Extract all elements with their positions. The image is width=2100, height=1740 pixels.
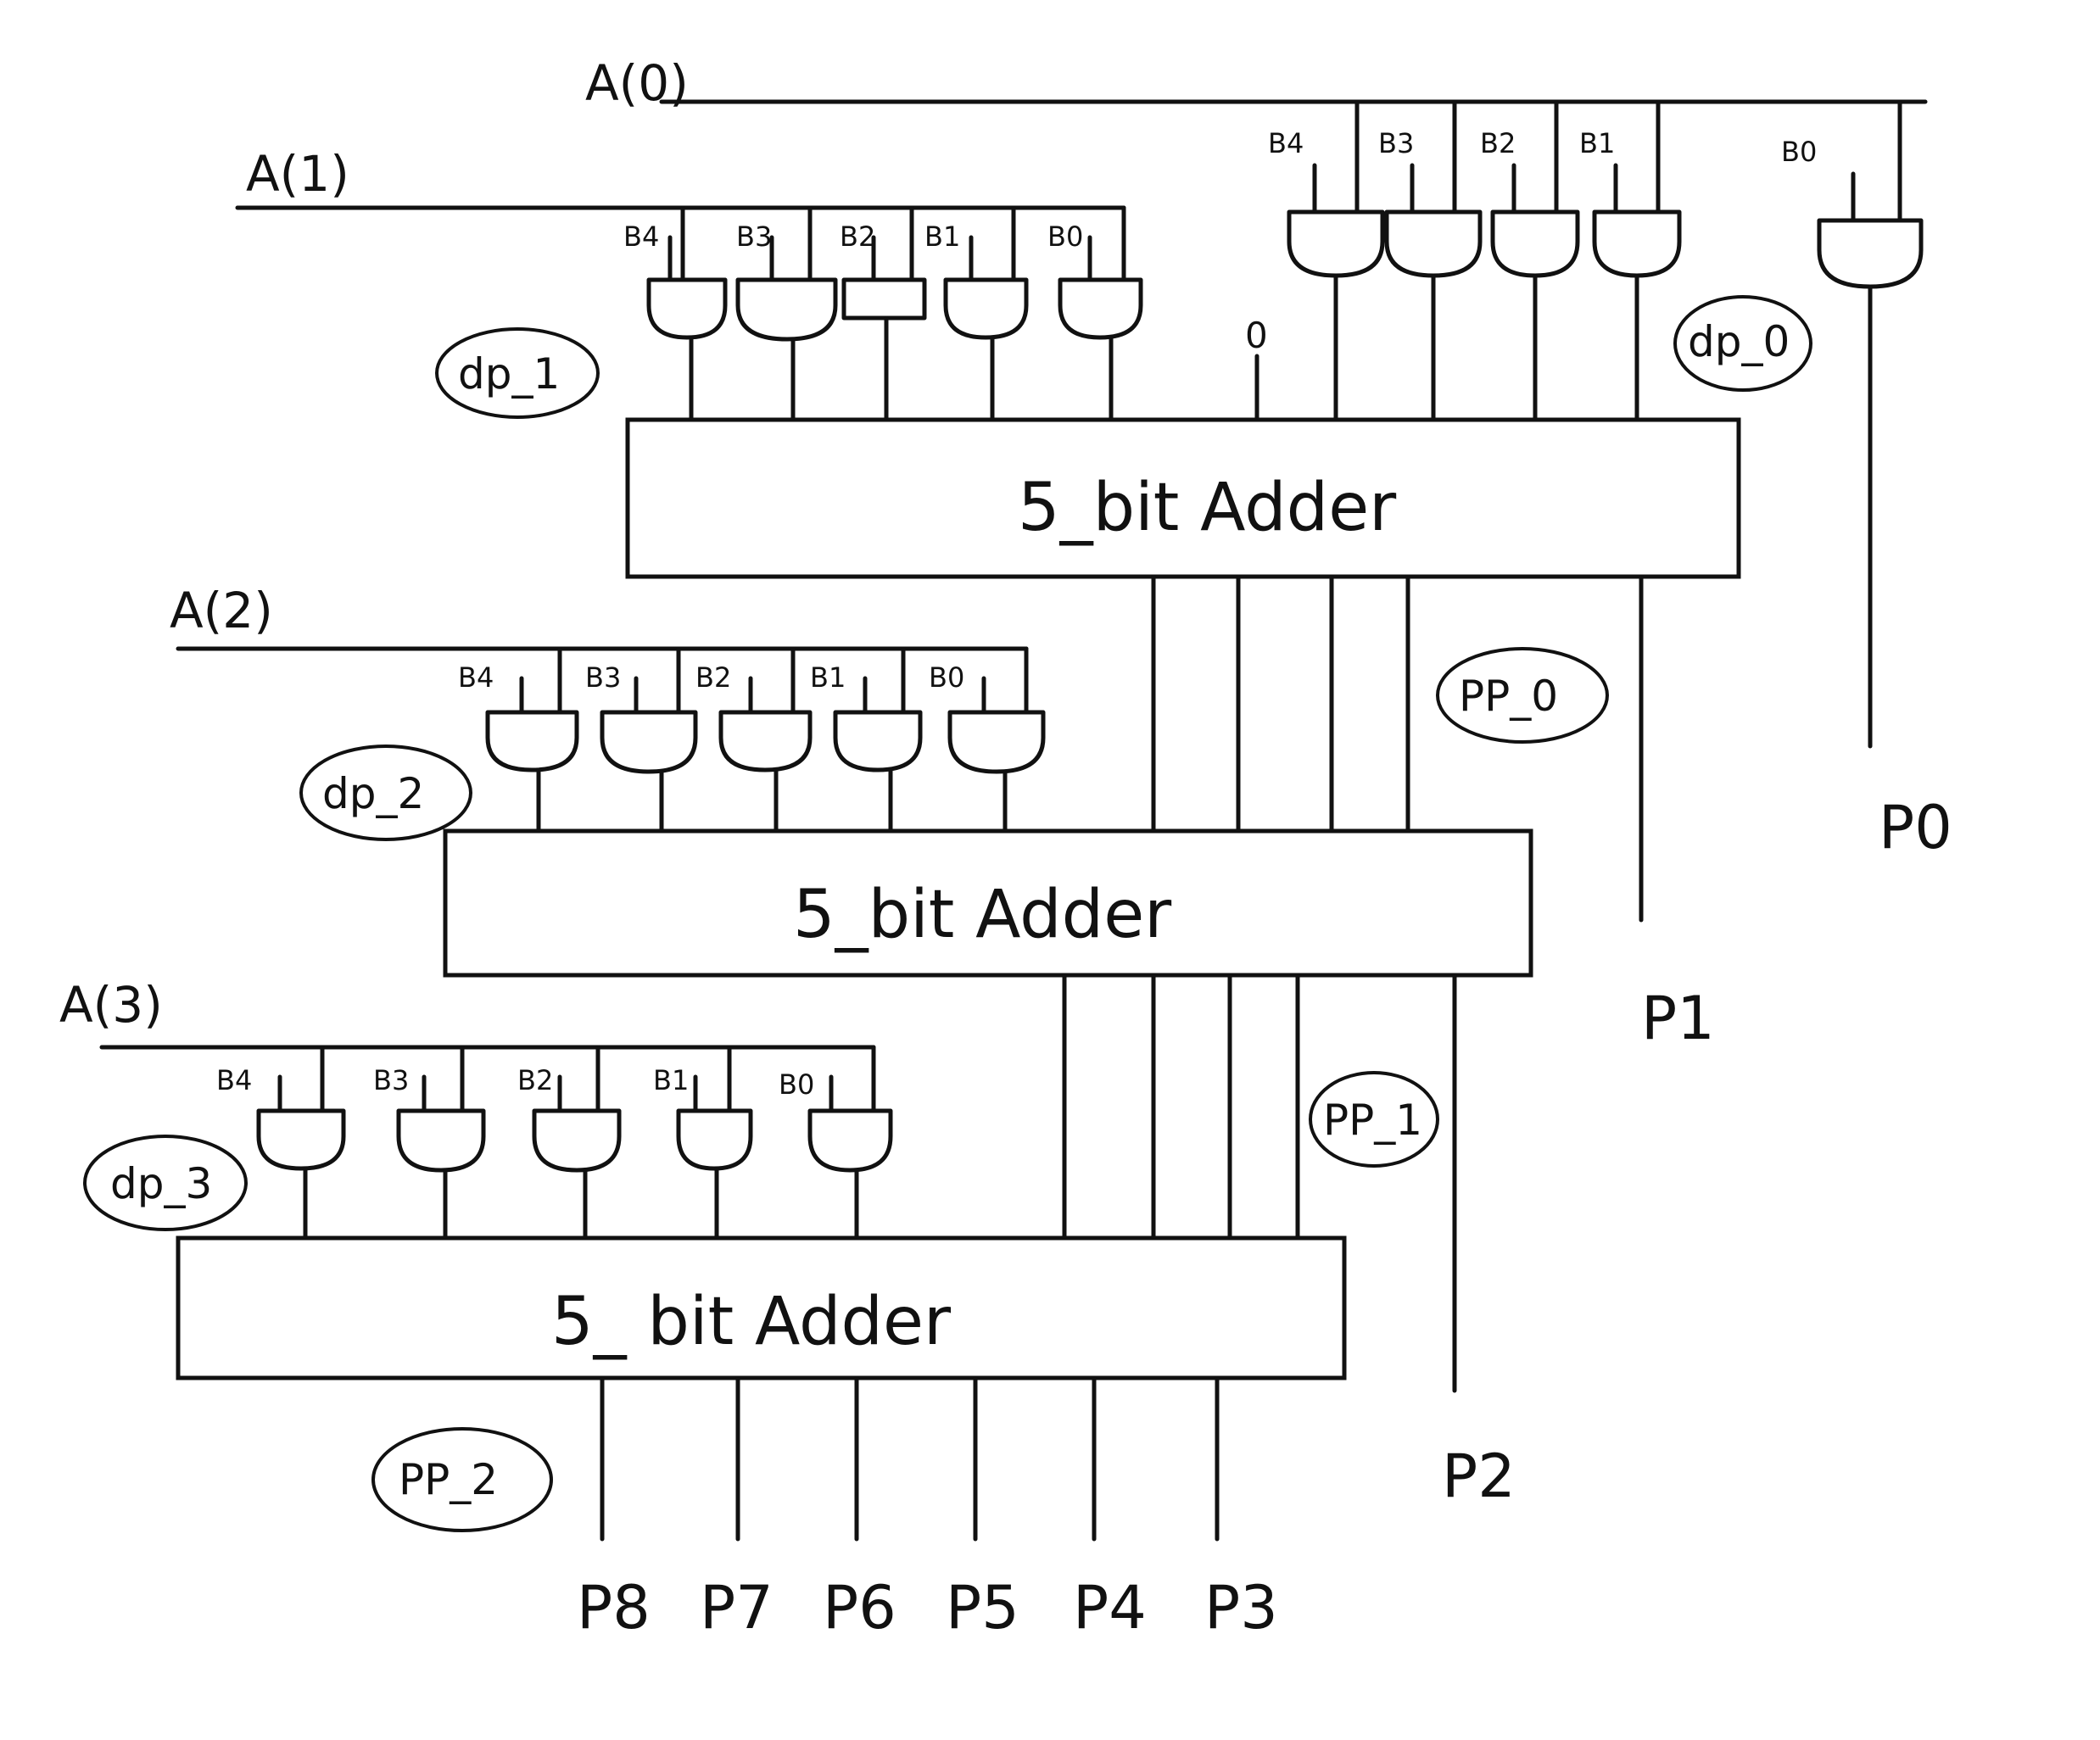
and-gate-icon — [485, 710, 579, 772]
output-label-p0: P0 — [1879, 793, 1952, 862]
output-label-p3: P3 — [1204, 1573, 1278, 1642]
and-gate-icon — [841, 277, 927, 321]
adder-block-1 — [625, 417, 1741, 579]
and-gate-icon — [807, 1108, 893, 1173]
and-gate-icon — [1384, 209, 1483, 278]
and-gate-icon — [256, 1108, 346, 1171]
adder-block-2 — [443, 828, 1533, 978]
bit-label: B2 — [517, 1064, 553, 1096]
dp-tag: dp_2 — [322, 769, 424, 818]
tag-oval — [1673, 295, 1812, 392]
and-gate-icon — [1592, 209, 1682, 278]
and-gate-icon — [1817, 218, 1924, 289]
row-1: A(1) B4 B3 B2 B1 B0 dp_1 5_bit Adder — [235, 145, 1741, 923]
bit-label: B3 — [585, 661, 621, 694]
and-gate-icon — [943, 277, 1029, 340]
output-label-p1: P1 — [1641, 984, 1715, 1053]
bit-label: B1 — [810, 661, 846, 694]
bit-label: B2 — [695, 661, 731, 694]
output-label-p6: P6 — [823, 1573, 896, 1642]
bus-label-a3: A(3) — [59, 976, 163, 1034]
output-label-p8: P8 — [577, 1573, 651, 1642]
bit-label: B0 — [1047, 220, 1083, 253]
and-gate-icon — [396, 1108, 486, 1173]
adder-label: 5_bit Adder — [1018, 470, 1397, 546]
and-gate-icon — [718, 710, 813, 772]
and-gate-icon — [646, 277, 728, 340]
and-gate-icon — [1058, 277, 1143, 340]
and-gate-icon — [600, 710, 698, 774]
pp-tag: PP_1 — [1323, 1096, 1422, 1145]
output-label-p4: P4 — [1073, 1573, 1147, 1642]
product-outputs: P0 P1 P2 P3 P4 P5 P6 P7 P8 — [577, 793, 1952, 1642]
bus-label-a1: A(1) — [246, 145, 349, 203]
bit-label: B3 — [1378, 127, 1414, 159]
bit-label: B1 — [653, 1064, 689, 1096]
bit-label: B4 — [458, 661, 494, 694]
dp-tag: dp_3 — [110, 1159, 212, 1208]
bit-label: B0 — [929, 661, 964, 694]
and-gate-icon — [1490, 209, 1580, 278]
output-label-p5: P5 — [946, 1573, 1019, 1642]
pp-oval — [1309, 1071, 1439, 1168]
row-2: A(2) B4 B3 B2 B1 B0 dp_2 5_bit Adder — [170, 582, 1533, 1393]
row-3: A(3) B4 B3 B2 B1 B0 dp_3 5_ bit Adder — [59, 976, 1347, 1542]
pp-oval — [1436, 647, 1609, 744]
and-gate-icon — [532, 1108, 622, 1173]
bit-label: B4 — [1268, 127, 1304, 159]
bit-label: B0 — [779, 1068, 814, 1101]
zero-input-label: 0 — [1245, 315, 1268, 356]
and-gate-icon — [676, 1108, 753, 1171]
and-gate-icon — [833, 710, 923, 772]
and-gate-icon — [947, 710, 1046, 774]
tag-oval — [299, 745, 472, 841]
bit-label: B3 — [373, 1064, 409, 1096]
pp-tag: PP_2 — [399, 1455, 498, 1504]
bit-label: B4 — [216, 1064, 252, 1096]
bit-label: B2 — [840, 220, 875, 253]
bit-label: B4 — [623, 220, 659, 253]
bit-label: B1 — [1579, 127, 1615, 159]
tag-oval — [435, 327, 600, 419]
and-gate-icon — [1287, 209, 1385, 278]
tag-oval — [83, 1135, 248, 1231]
bus-label-a2: A(2) — [170, 582, 273, 639]
row-0: A(0) B4 B3 B2 B1 B0 0 — [585, 54, 1928, 749]
adder-label: 5_ bit Adder — [551, 1284, 952, 1360]
adder-block-3 — [176, 1235, 1347, 1380]
output-label-p2: P2 — [1442, 1442, 1516, 1511]
dp-tag: dp_0 — [1688, 317, 1790, 366]
bit-label: B3 — [736, 220, 772, 253]
bit-label: B2 — [1480, 127, 1516, 159]
output-label-p7: P7 — [700, 1573, 774, 1642]
pp-oval — [371, 1427, 553, 1532]
and-gate-icon — [735, 277, 838, 342]
bit-label: B1 — [924, 220, 960, 253]
adder-label: 5_bit Adder — [793, 877, 1172, 953]
dp-tag: dp_1 — [458, 349, 560, 399]
bit-label: B0 — [1781, 136, 1817, 168]
pp-tag: PP_0 — [1459, 672, 1558, 721]
